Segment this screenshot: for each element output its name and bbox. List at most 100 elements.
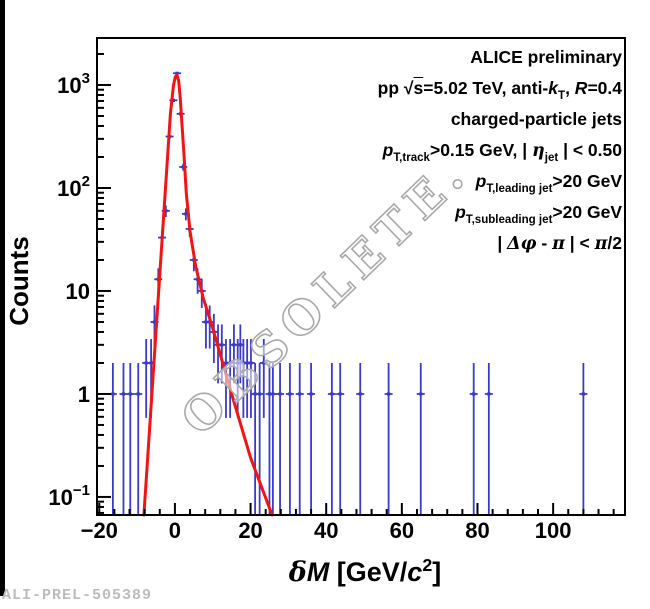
text-segment: | < 0.50 [558,140,622,160]
text-segment: c [407,556,423,587]
data-marker-dot [309,392,313,396]
text-segment: [GeV/ [329,556,408,587]
text-segment: - [536,233,553,253]
x-tick-label: −20 [81,518,118,543]
text-segment: T [558,90,566,103]
data-marker-dot [330,392,334,396]
text-segment: k [548,78,558,98]
y-tick-label: 102 [57,173,90,201]
text-segment: η [532,141,545,161]
data-marker-dot [144,361,148,365]
data-marker-dot [136,392,140,396]
y-tick-label: 10 [66,279,90,304]
figure-id: ALI-PREL-505389 [2,587,153,604]
x-tick-label: 100 [535,518,572,543]
text-segment: >20 GeV [552,202,622,222]
text-segment: p [455,202,466,222]
data-marker-dot [171,98,176,102]
data-marker-dot [238,343,242,347]
data-marker-dot [387,392,391,396]
text-segment: >20 GeV [552,171,622,191]
text-segment: T,track [393,152,430,165]
x-tick-label: 80 [465,518,489,543]
x-tick-label: 20 [238,518,262,543]
data-marker-dot [236,361,240,365]
data-marker-dot [232,343,236,347]
legend-line-4: pT,track>0.15 GeV, | ηjet | < 0.50 [378,135,622,166]
data-marker-dot [149,361,153,365]
text-segment: p [382,140,394,160]
y-axis-title-label: Counts [4,236,34,326]
data-marker-dot [111,392,115,396]
x-tick-label: 0 [169,518,181,543]
legend-line-5: pT,leading jet>20 GeV [378,166,622,197]
data-marker-dot [164,209,168,213]
text-segment: =5.02 TeV, anti- [423,78,549,98]
plot-frame [96,37,626,516]
text-segment: R [574,78,588,98]
axes-ticks [97,52,615,515]
data-marker-dot [175,71,179,75]
data-marker-dot [278,392,282,396]
data-marker-dot [581,392,585,396]
text-segment: , [565,78,575,98]
data-marker-dot [128,392,132,396]
text-segment: pp [377,78,404,98]
text-segment: >0.15 GeV, | [429,140,533,160]
data-marker-dot [338,392,342,396]
data-marker-dot [228,361,232,365]
text-segment: jet [544,152,559,165]
text-segment: δ [288,556,307,588]
data-marker-dot [271,392,275,396]
data-marker-dot [253,392,257,396]
text-segment: ] [432,556,442,587]
fit-curve [142,73,274,517]
data-marker-dot [121,392,126,396]
data-marker-dot [298,392,302,396]
y-tick-label: 103 [57,70,90,98]
y-axis-title: Counts [4,181,36,381]
x-tick-label: 60 [390,518,414,543]
data-marker-dot [258,392,262,396]
data-marker-dot [288,392,292,396]
data-marker-dot [224,361,228,365]
data-marker-dot [472,392,476,396]
legend-line-7: | Δφ - π | < π/2 [378,228,622,259]
data-marker-dot [262,361,266,365]
data-marker-dot [184,212,188,216]
x-tick-label: 40 [314,518,338,543]
text-segment: =0.4 [587,78,622,98]
legend-line-2: pp √s=5.02 TeV, anti-kT, R=0.4 [378,73,622,104]
text-segment: | < [564,233,595,253]
text-segment: M [306,556,330,587]
x-axis-title: δM [GeV/c2] [225,555,505,588]
text-segment: Δφ [507,234,537,254]
y-tick-label: 10−1 [48,482,90,510]
text-segment: p [475,171,487,191]
data-marker-dot [249,361,253,365]
data-marker-dot [487,392,491,396]
text-segment: π [594,234,608,254]
data-marker-dot [152,320,157,324]
legend-line-3: charged-particle jets [378,104,622,135]
text-segment: √s [403,78,424,98]
counts-data [108,71,588,515]
text-segment: π [552,234,565,254]
data-marker-dot [419,392,423,396]
text-segment: T,leading jet [486,183,553,196]
text-segment: T,subleading jet [465,214,553,227]
left-edge-artifact [0,0,5,596]
legend-line-1: ALICE preliminary [378,42,622,73]
text-segment: | [497,233,508,253]
data-marker-dot [358,392,362,396]
text-segment: /2 [607,233,622,253]
data-marker-dot [220,343,224,347]
text-segment: 2 [422,555,433,575]
text-segment: charged-particle jets [450,109,622,129]
annotation-block: ALICE preliminary pp √s=5.02 TeV, anti-kT… [378,42,622,259]
y-tick-label: 1 [78,382,90,407]
text-segment: ALICE preliminary [470,47,622,67]
